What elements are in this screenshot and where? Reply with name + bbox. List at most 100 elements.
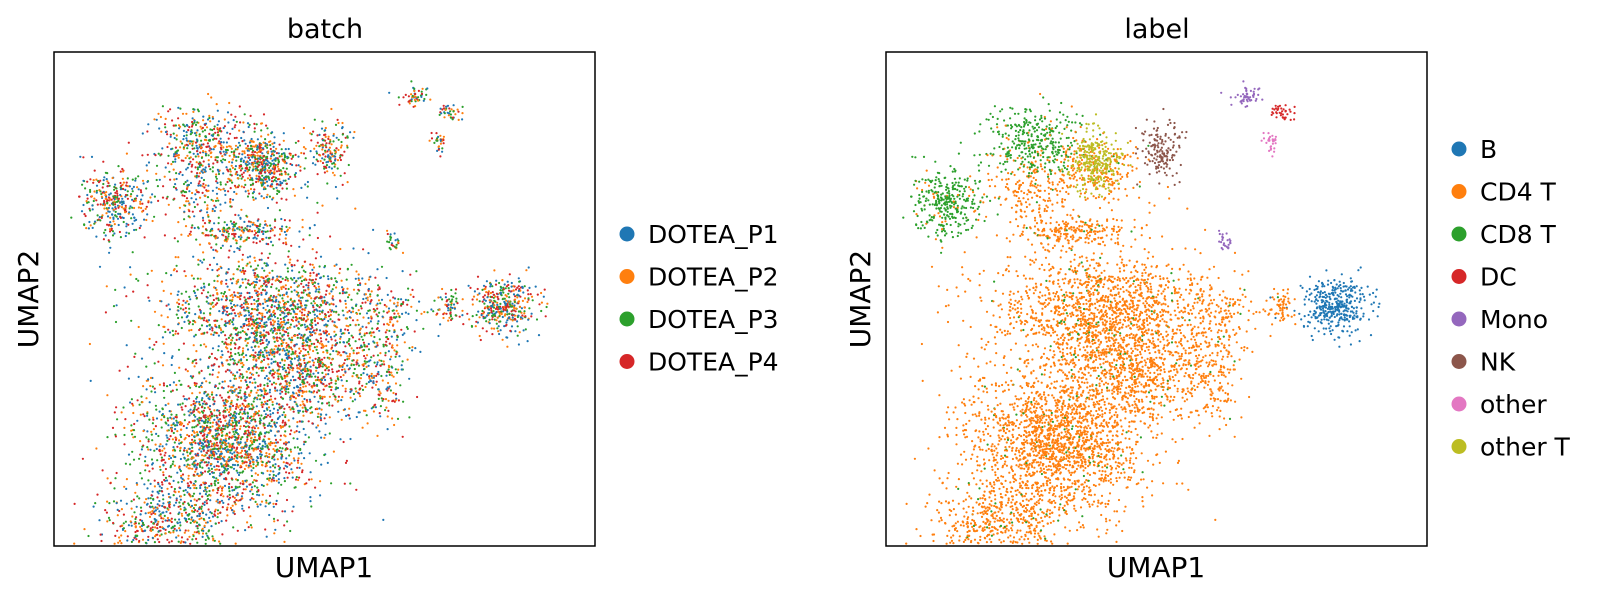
- cell-point: [213, 465, 216, 468]
- cell-point: [157, 520, 160, 523]
- cell-point: [281, 297, 284, 300]
- cell-point: [186, 463, 189, 466]
- cell-point: [243, 395, 246, 398]
- cell-point: [282, 326, 285, 329]
- cell-point: [249, 355, 252, 358]
- cell-point: [177, 298, 180, 301]
- cell-point: [212, 248, 215, 251]
- cell-point: [283, 349, 286, 352]
- cell-point: [245, 370, 248, 373]
- cell-point: [135, 516, 138, 519]
- cell-point: [246, 170, 249, 173]
- cell-point: [275, 402, 278, 405]
- cell-point: [364, 385, 367, 389]
- cell-point: [305, 284, 308, 287]
- cell-point: [222, 495, 225, 498]
- cell-point: [239, 174, 242, 177]
- cell-point: [225, 469, 228, 472]
- cell-point: [331, 370, 334, 374]
- cell-point: [176, 240, 179, 243]
- cell-point: [259, 388, 262, 391]
- cell-point: [220, 520, 223, 523]
- cell-point: [321, 397, 324, 400]
- cell-point: [124, 462, 127, 465]
- cell-point: [195, 531, 198, 534]
- cell-point: [198, 492, 202, 495]
- cell-point: [387, 368, 390, 371]
- cell-point: [269, 318, 272, 321]
- cell-point: [131, 433, 134, 436]
- cell-point: [230, 339, 233, 342]
- cell-point: [361, 301, 364, 304]
- cell-point: [257, 304, 260, 307]
- cell-point: [245, 333, 248, 336]
- cell-point: [290, 429, 293, 432]
- cell-point: [387, 381, 390, 385]
- cell-point: [259, 398, 262, 401]
- cell-point: [238, 485, 241, 488]
- cell-point: [240, 157, 243, 160]
- cell-point: [363, 334, 366, 337]
- cell-point: [149, 384, 152, 388]
- cell-point: [231, 404, 235, 407]
- cell-point: [213, 539, 216, 542]
- cell-point: [257, 410, 261, 413]
- cell-point: [253, 298, 256, 302]
- cell-point: [291, 375, 295, 378]
- cell-point: [262, 232, 265, 236]
- cell-point: [158, 499, 161, 503]
- cell-point: [217, 345, 220, 348]
- cell-point: [255, 317, 259, 320]
- cell-point: [266, 399, 269, 403]
- cell-point: [214, 434, 217, 437]
- cell-point: [204, 538, 207, 542]
- cell-point: [297, 327, 300, 330]
- cell-point: [250, 323, 253, 326]
- cell-point: [328, 382, 331, 385]
- cell-point: [358, 312, 362, 315]
- cell-point: [350, 311, 353, 314]
- cell-point: [250, 465, 253, 468]
- cell-point: [265, 321, 268, 324]
- cell-point: [217, 481, 220, 484]
- cell-point: [184, 489, 187, 492]
- cell-point: [154, 404, 157, 407]
- cell-point: [185, 449, 188, 452]
- cell-point: [303, 260, 306, 263]
- cell-point: [190, 450, 193, 453]
- cell-point: [137, 522, 141, 525]
- cell-point: [291, 339, 294, 342]
- cell-point: [293, 344, 296, 347]
- cell-point: [239, 451, 242, 454]
- cell-point: [290, 341, 293, 344]
- cell-point: [340, 418, 343, 421]
- cell-point: [163, 514, 166, 518]
- cell-point: [298, 322, 301, 325]
- cell-point: [229, 348, 233, 351]
- cell-point: [196, 433, 199, 436]
- cell-point: [161, 408, 164, 411]
- cell-point: [266, 483, 269, 486]
- cell-point: [200, 385, 203, 389]
- cell-point: [275, 474, 278, 477]
- cell-point: [301, 308, 304, 311]
- cell-point: [409, 293, 412, 296]
- cell-point: [175, 388, 178, 391]
- cell-point: [207, 467, 210, 470]
- cell-point: [273, 453, 276, 456]
- cell-point: [166, 419, 170, 422]
- cell-point: [294, 316, 298, 319]
- cell-point: [234, 415, 237, 418]
- cell-point: [317, 371, 320, 374]
- cell-point: [211, 515, 215, 518]
- cell-point: [208, 484, 211, 488]
- cell-point: [292, 352, 295, 355]
- cell-point: [416, 395, 419, 399]
- cell-point: [264, 293, 268, 296]
- cell-point: [196, 288, 199, 291]
- cell-point: [390, 371, 393, 374]
- cell-point: [288, 406, 291, 409]
- cell-point: [347, 339, 350, 342]
- cell-point: [278, 323, 281, 326]
- cell-point: [288, 371, 291, 374]
